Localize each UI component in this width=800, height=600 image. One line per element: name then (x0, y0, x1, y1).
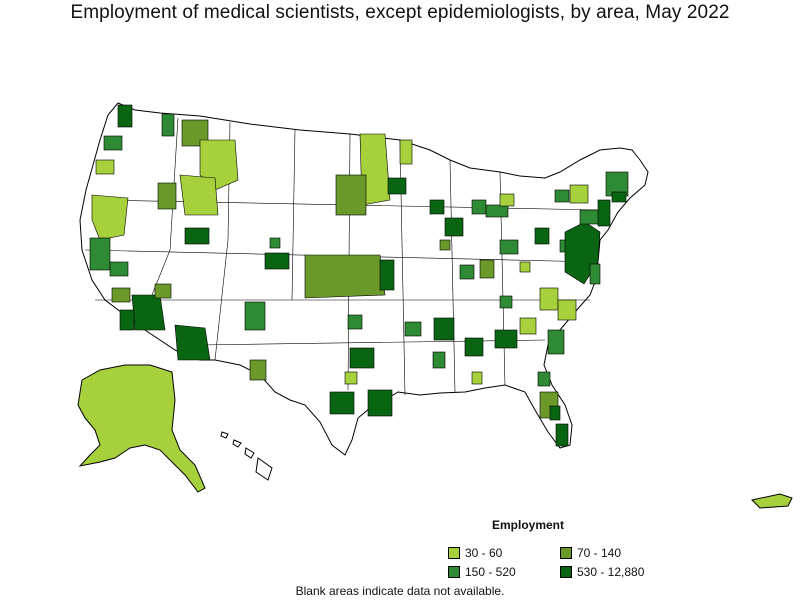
map-legend: Employment 30 - 60 70 - 140 150 - 520 53… (448, 518, 688, 579)
hawaii-islands (220, 431, 273, 481)
legend-label-4: 530 - 12,880 (577, 565, 645, 579)
legend-item-4: 530 - 12,880 (560, 565, 680, 579)
legend-item-2: 70 - 140 (560, 546, 680, 560)
legend-item-1: 30 - 60 (448, 546, 560, 560)
colored-areas (89, 104, 629, 447)
legend-swatch-1 (448, 547, 460, 559)
puerto-rico-outline (750, 493, 793, 509)
legend-swatch-2 (560, 547, 572, 559)
blank-areas-note: Blank areas indicate data not available. (295, 584, 505, 598)
legend-swatch-3 (448, 566, 460, 578)
alaska-outline (77, 364, 206, 493)
legend-label-3: 150 - 520 (465, 565, 516, 579)
legend-swatch-4 (560, 566, 572, 578)
map-title: Employment of medical scientists, except… (70, 2, 730, 23)
legend-item-3: 150 - 520 (448, 565, 560, 579)
legend-grid: 30 - 60 70 - 140 150 - 520 530 - 12,880 (448, 546, 688, 579)
legend-label-1: 30 - 60 (465, 546, 503, 560)
legend-label-2: 70 - 140 (577, 546, 622, 560)
legend-title: Employment (491, 518, 564, 532)
